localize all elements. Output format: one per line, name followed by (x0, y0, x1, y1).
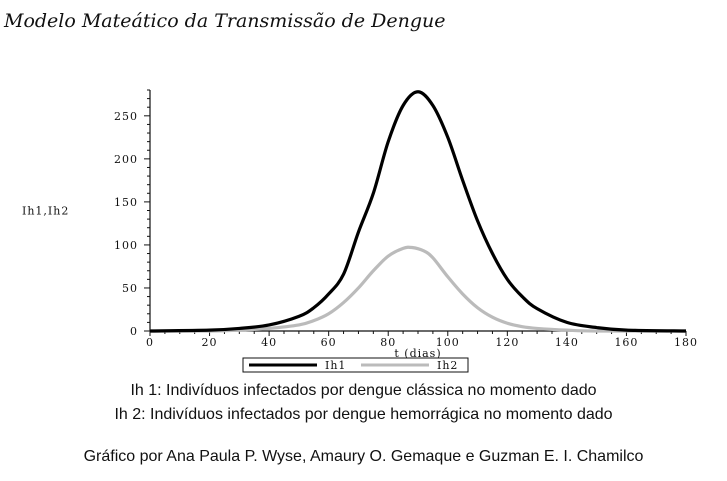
y-tick-label: 50 (122, 282, 138, 295)
x-axis-label: t (dias) (394, 347, 441, 360)
series-line-ih2 (149, 245, 687, 333)
y-tick-label: 250 (114, 110, 138, 123)
y-tick-label: 100 (114, 239, 138, 252)
x-tick-label: 20 (202, 336, 218, 349)
legend: Ih1 Ih2 (242, 357, 469, 373)
legend-box (242, 357, 469, 373)
y-axis-label: Ih1,Ih2 (22, 205, 69, 218)
page-title: Modelo Mateático da Transmissão de Dengu… (4, 10, 446, 32)
x-tick-label: 40 (261, 336, 277, 349)
axes: 0 20 40 60 80 100 120 140 160 180 0 50 100 150 200 250 t… (22, 89, 698, 360)
x-tick-label: 80 (380, 336, 396, 349)
y-tick-label: 0 (130, 325, 138, 338)
y-tick-label: 200 (114, 153, 138, 166)
x-tick-label: 180 (674, 336, 698, 349)
x-tick-label: 160 (614, 336, 638, 349)
x-tick-label: 100 (436, 336, 460, 349)
x-tick-label: 60 (321, 336, 337, 349)
credit-line: Gráfico por Ana Paula P. Wyse, Amaury O.… (83, 448, 644, 465)
series-line-ih1 (149, 90, 687, 333)
legend-label-ih2: Ih2 (437, 359, 458, 372)
legend-label-ih1: Ih1 (325, 359, 346, 372)
y-tick-label: 150 (114, 196, 138, 209)
caption-ih1: Ih 1: Indivíduos infectados por dengue c… (130, 382, 597, 399)
x-tick-label: 0 (146, 336, 154, 349)
x-tick-label: 140 (555, 336, 579, 349)
x-tick-label: 120 (495, 336, 519, 349)
series-group (149, 90, 687, 333)
caption-ih2: Ih 2: Indivíduos infectados por dengue h… (114, 406, 613, 423)
